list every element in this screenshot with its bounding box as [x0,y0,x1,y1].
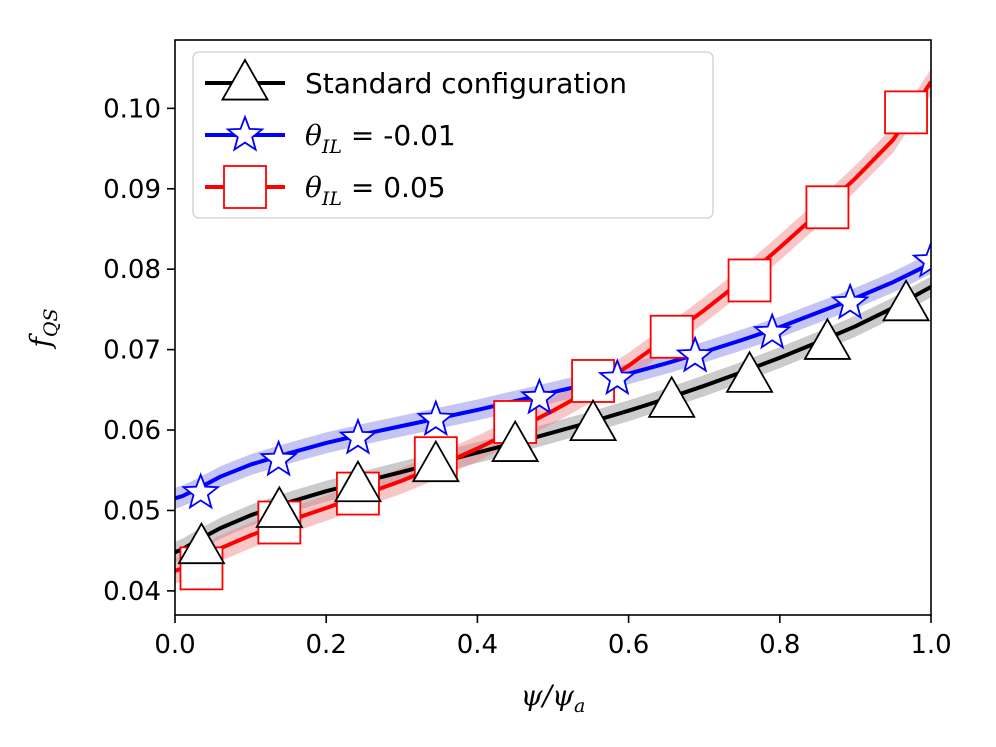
x-axis-label-main: ψ/ψ [521,679,575,712]
x-tick-label: 0.2 [306,630,347,660]
y-tick-label: 0.06 [103,416,161,446]
legend-theta-pos-main: θ [305,171,322,204]
legend-theta-neg-main: θ [305,119,322,152]
legend-theta-pos-rest: = 0.05 [342,171,446,204]
series-2-marker [884,90,928,135]
y-tick-label: 0.07 [103,336,161,366]
series-0-marker [803,317,852,360]
series-1-marker [752,312,792,350]
x-tick-label: 0.4 [457,630,498,660]
x-axis-label-sub: a [574,695,585,717]
series-1-marker [416,399,456,437]
series-1-marker [675,335,715,373]
series-1-marker [181,472,221,510]
legend-marker-1 [225,114,265,152]
series-1-marker [519,377,559,415]
x-tick-label: 0.0 [154,630,195,660]
y-tick-label: 0.10 [103,94,161,124]
series-1-marker [597,358,637,396]
legend-label-standard: Standard configuration [305,67,627,100]
y-tick-label: 0.08 [103,255,161,285]
y-tick-label: 0.05 [103,496,161,526]
y-axis-label-sub: QS [40,309,62,338]
plot-content [175,69,931,591]
axes-frame [174,39,932,616]
series-0-marker [333,459,383,503]
series-2-band [175,69,931,584]
series-0-marker [491,419,540,462]
legend: Standard configuration θIL = -0.01 θIL =… [192,51,714,219]
plot-area [175,69,931,591]
series-2-marker [571,359,615,403]
series-2-marker [727,258,772,303]
y-axis-label: fQS [24,309,62,350]
y-tick-label: 0.04 [103,577,161,607]
series-1-marker [911,240,931,278]
series-0-marker [568,398,618,442]
series-1-marker [338,417,378,455]
legend-marker-2 [223,165,267,209]
legend-box [192,51,714,219]
x-tick-label: 0.8 [759,630,800,660]
series-0-marker [647,375,696,418]
axis-ticks: 0.0 0.2 0.4 0.6 0.8 1.0 0.04 0.05 0.06 0.07 0.08 0.… [103,94,952,660]
series-0-marker [177,521,226,565]
legend-label-theta-pos: θIL = 0.05 [305,171,446,210]
x-axis-label: ψ/ψa [521,679,586,717]
series-0-marker [881,278,931,322]
legend-theta-pos-sub: IL [321,188,342,210]
series-1-marker [259,439,299,477]
y-tick-label: 0.09 [103,175,161,205]
legend-markers [205,58,285,209]
legend-marker-0 [220,58,270,101]
series-0-marker [725,350,774,393]
legend-theta-neg-sub: IL [321,136,342,158]
legend-theta-neg-rest: = -0.01 [342,119,456,152]
series-1-marker [830,282,870,320]
x-tick-label: 0.6 [608,630,649,660]
series-2-marker [805,185,850,230]
series-0-marker [411,439,460,483]
legend-label-theta-neg: θIL = -0.01 [305,119,456,158]
x-tick-label: 1.0 [910,630,951,660]
series-0-marker [255,485,304,528]
